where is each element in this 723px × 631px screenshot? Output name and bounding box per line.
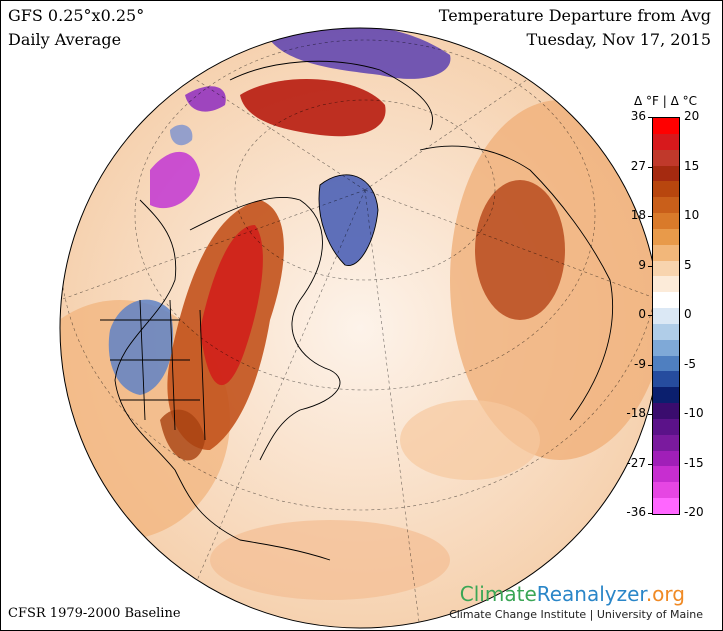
color-bar-segment bbox=[653, 466, 679, 483]
color-bar-segment bbox=[653, 371, 679, 388]
tick-fahrenheit: -9 bbox=[634, 356, 646, 371]
model-label: GFS 0.25°x0.25° bbox=[8, 6, 145, 25]
baseline-label: CFSR 1979-2000 Baseline bbox=[8, 606, 181, 621]
color-bar-segment bbox=[653, 197, 679, 214]
tick-mark bbox=[648, 513, 652, 514]
color-bar-segment bbox=[653, 339, 679, 357]
hot-siberia-region bbox=[475, 180, 565, 320]
tick-celsius: 15 bbox=[684, 158, 700, 173]
tick-celsius: 10 bbox=[684, 208, 700, 222]
tick-mark bbox=[648, 265, 652, 267]
legend-units-header: Δ °F | Δ °C bbox=[634, 94, 697, 108]
tick-celsius: -20 bbox=[684, 505, 704, 519]
color-bar-segment bbox=[653, 450, 679, 467]
logo-subtitle: Climate Change Institute | University of… bbox=[449, 608, 703, 621]
logo-part-reanalyzer: Reanalyzer bbox=[536, 582, 646, 606]
tick-celsius: -10 bbox=[684, 406, 704, 420]
tick-mark bbox=[648, 166, 652, 168]
tick-fahrenheit: 9 bbox=[638, 257, 646, 272]
tick-celsius: -5 bbox=[684, 356, 696, 371]
map-title: Temperature Departure from Avg bbox=[438, 6, 711, 25]
color-bar-segment bbox=[653, 434, 679, 452]
coastlines bbox=[100, 60, 614, 561]
color-bar-segment bbox=[653, 292, 679, 309]
tick-celsius: -15 bbox=[684, 455, 704, 470]
logo-part-org: .org bbox=[645, 582, 685, 606]
climate-reanalyzer-logo: ClimateReanalyzer.org bbox=[460, 582, 685, 606]
tick-fahrenheit: -36 bbox=[626, 505, 646, 519]
tick-fahrenheit: 27 bbox=[630, 158, 646, 173]
tick-mark bbox=[648, 315, 652, 316]
tick-fahrenheit: 36 bbox=[630, 109, 646, 123]
color-bar-segment bbox=[653, 118, 679, 135]
tick-mark bbox=[648, 216, 652, 217]
cold-alaska bbox=[150, 151, 200, 209]
color-bar-segment bbox=[653, 276, 679, 293]
tick-fahrenheit: -18 bbox=[626, 406, 646, 420]
cold-western-us bbox=[108, 299, 174, 395]
tick-celsius: 0 bbox=[684, 307, 692, 321]
logo-part-climate: Climate bbox=[459, 582, 537, 606]
color-bar-segment bbox=[653, 418, 679, 436]
color-bar-segment bbox=[653, 308, 679, 325]
tick-mark bbox=[648, 414, 652, 415]
color-bar-segment bbox=[653, 228, 679, 246]
tick-celsius: 20 bbox=[684, 109, 700, 123]
tick-mark bbox=[648, 364, 652, 366]
color-bar-segment bbox=[653, 133, 679, 151]
globe-surface bbox=[60, 28, 660, 628]
tick-mark bbox=[648, 463, 652, 465]
color-bar-segment bbox=[653, 260, 679, 277]
color-bar-segment bbox=[653, 387, 679, 404]
color-bar-segment bbox=[653, 244, 679, 262]
cold-siberia-north bbox=[270, 28, 451, 79]
tick-fahrenheit: 18 bbox=[630, 208, 646, 222]
hot-central-canada bbox=[200, 225, 263, 386]
color-bar bbox=[652, 117, 680, 515]
color-bar-segment bbox=[653, 213, 679, 230]
tick-mark bbox=[648, 117, 652, 118]
color-bar-segment bbox=[653, 149, 679, 166]
color-bar-segment bbox=[653, 355, 679, 372]
tick-fahrenheit: -27 bbox=[626, 455, 646, 470]
color-bar-segment bbox=[653, 181, 679, 198]
tick-fahrenheit: 0 bbox=[638, 307, 646, 321]
cold-greenland bbox=[319, 174, 378, 266]
color-bar-segment bbox=[653, 482, 679, 499]
period-label: Daily Average bbox=[8, 30, 122, 49]
color-bar-segment bbox=[653, 498, 679, 515]
tick-celsius: 5 bbox=[684, 257, 692, 272]
color-bar-segment bbox=[653, 165, 679, 182]
color-bar-segment bbox=[653, 403, 679, 420]
map-date: Tuesday, Nov 17, 2015 bbox=[526, 30, 711, 49]
color-bar-segment bbox=[653, 323, 679, 341]
